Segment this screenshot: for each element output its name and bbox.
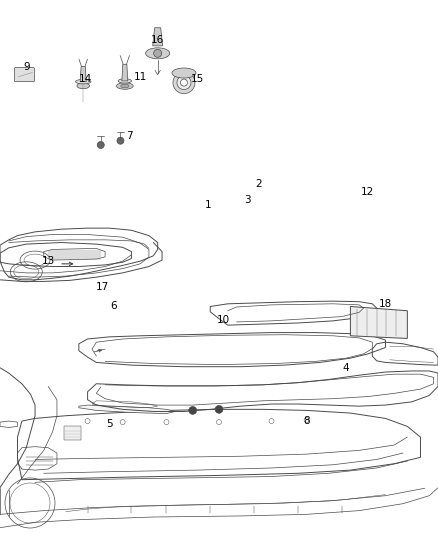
Text: 12: 12 xyxy=(361,187,374,197)
Text: 13: 13 xyxy=(42,256,55,266)
Text: 2: 2 xyxy=(255,179,262,189)
Text: 1: 1 xyxy=(205,200,212,210)
Text: 18: 18 xyxy=(379,299,392,309)
Circle shape xyxy=(189,406,197,415)
Polygon shape xyxy=(80,67,86,82)
Ellipse shape xyxy=(117,83,133,89)
Circle shape xyxy=(117,137,124,144)
Ellipse shape xyxy=(118,79,131,83)
Polygon shape xyxy=(44,248,105,260)
Polygon shape xyxy=(122,64,128,81)
Text: 7: 7 xyxy=(126,131,133,141)
Circle shape xyxy=(180,79,187,86)
Polygon shape xyxy=(64,426,81,440)
Text: 10: 10 xyxy=(217,315,230,325)
Ellipse shape xyxy=(77,83,89,88)
Circle shape xyxy=(177,76,191,90)
Text: 16: 16 xyxy=(151,35,164,45)
Polygon shape xyxy=(350,306,407,338)
FancyBboxPatch shape xyxy=(14,68,35,82)
Text: 6: 6 xyxy=(110,302,117,311)
Polygon shape xyxy=(79,405,175,414)
Text: 15: 15 xyxy=(191,74,204,84)
Circle shape xyxy=(97,141,104,149)
Text: 8: 8 xyxy=(303,416,310,426)
Circle shape xyxy=(154,49,162,58)
Text: 14: 14 xyxy=(79,74,92,84)
Circle shape xyxy=(215,405,223,414)
Text: 3: 3 xyxy=(244,195,251,205)
Text: 9: 9 xyxy=(23,62,30,71)
Ellipse shape xyxy=(75,79,91,84)
Ellipse shape xyxy=(120,84,129,88)
Text: 17: 17 xyxy=(96,282,110,292)
Text: 11: 11 xyxy=(134,72,147,82)
Text: 5: 5 xyxy=(106,419,113,429)
Circle shape xyxy=(173,71,195,94)
Polygon shape xyxy=(153,28,162,46)
Ellipse shape xyxy=(146,48,170,59)
Ellipse shape xyxy=(172,68,196,78)
Text: 4: 4 xyxy=(343,363,350,373)
